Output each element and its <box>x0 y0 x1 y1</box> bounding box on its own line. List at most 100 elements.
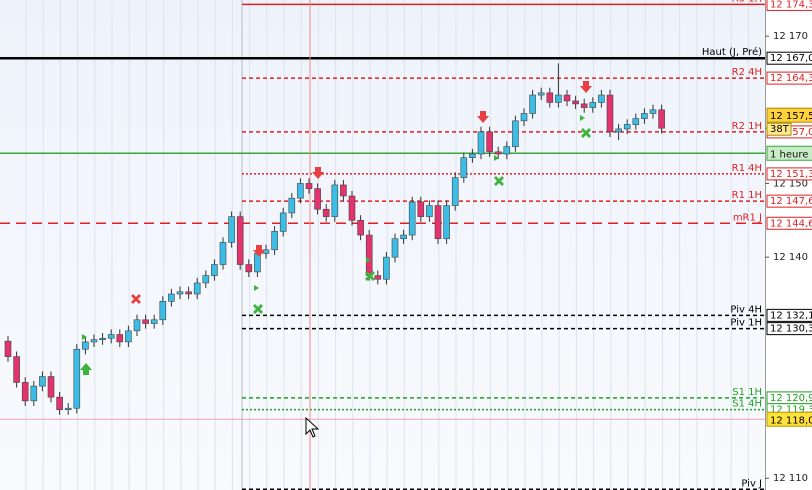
candle-body <box>494 151 502 155</box>
candle-body <box>391 238 399 258</box>
candle-body <box>279 212 287 232</box>
candle-body <box>555 94 562 103</box>
candle-body <box>512 120 519 147</box>
last-price-box <box>766 107 812 123</box>
candle-body <box>340 184 347 197</box>
candle-body <box>598 94 605 103</box>
candle-body <box>176 291 184 295</box>
candle-body <box>13 356 20 383</box>
level-label: Piv 4H <box>730 304 762 315</box>
candle-body <box>314 188 321 210</box>
candle-body <box>90 339 98 343</box>
candle-body <box>288 197 296 214</box>
candle-body <box>322 208 330 217</box>
candle-body <box>623 124 631 130</box>
y-tick-label: 12 170 <box>773 31 808 42</box>
level-value-box <box>766 308 812 322</box>
level-label: R1 4H <box>732 163 762 174</box>
level-label: Piv J <box>741 478 762 489</box>
candle-body <box>297 183 304 199</box>
cross-marker <box>253 304 263 314</box>
level-label: S1 1H <box>732 387 762 398</box>
candle-body <box>305 183 313 189</box>
cross-marker <box>131 294 141 304</box>
candle-body <box>417 201 425 217</box>
level-value: 12 132,1 <box>770 310 812 321</box>
candle-body <box>374 275 382 280</box>
candle-body <box>142 319 149 324</box>
level-label: S1 4H <box>732 399 762 410</box>
candle-body <box>228 216 235 243</box>
level-value: 12 144,6 <box>770 218 812 229</box>
y-tick-label: 12 140 <box>773 252 808 263</box>
tick-count: 38T <box>770 124 790 135</box>
sell-arrow <box>253 245 265 257</box>
y-tick-label: 12 150 <box>773 178 808 189</box>
candle-body <box>589 102 597 108</box>
mouse-cursor <box>305 416 320 438</box>
grid <box>25 0 749 490</box>
level-label: R3 1H <box>732 0 762 4</box>
candle-body <box>383 256 390 280</box>
level-value-box <box>766 194 812 208</box>
level-value: 12 119,3 <box>770 405 812 416</box>
candle-body <box>460 157 468 178</box>
candle-body <box>443 205 450 240</box>
level-value: 12 164,3 <box>770 73 812 84</box>
signal-tri <box>82 334 87 340</box>
level-label: R2 1H <box>732 121 762 132</box>
candle-body <box>400 234 407 240</box>
candle-body <box>503 146 511 155</box>
candle-body <box>615 128 622 133</box>
candle-body <box>477 131 485 155</box>
candle-body <box>563 94 571 102</box>
candle-body <box>150 319 158 324</box>
candle-body <box>537 92 545 96</box>
candle-body <box>641 113 648 119</box>
candle-body <box>64 407 72 410</box>
cross-marker <box>581 128 591 138</box>
level-value-box <box>766 51 812 65</box>
level-value: 12 151,3 <box>770 169 812 180</box>
candle-body <box>520 113 528 122</box>
signal-tri <box>494 155 499 161</box>
candle-body <box>185 291 192 295</box>
level-value-box <box>766 216 812 230</box>
candle-body <box>529 94 536 114</box>
candle-body <box>357 220 364 236</box>
level-label: R1 1H <box>732 190 762 201</box>
y-tick-label: 12 110 <box>773 473 808 484</box>
candle-body <box>193 282 201 295</box>
cross-marker <box>494 176 504 186</box>
plot-background <box>0 0 765 490</box>
last-price: 12 157,5 <box>770 111 812 122</box>
candle-body <box>572 100 579 105</box>
candle-body <box>245 264 253 273</box>
candle-body <box>219 242 227 265</box>
candle-body <box>658 109 665 129</box>
candle-body <box>486 131 493 153</box>
candle-body <box>606 94 614 133</box>
level-value-box <box>766 71 812 85</box>
level-value: 12 130,3 <box>770 324 812 335</box>
candle-body <box>107 334 115 339</box>
candle-body <box>125 330 132 343</box>
level-value: 12 167,0 <box>770 53 812 64</box>
candle-body <box>4 340 12 357</box>
candle-body <box>632 118 640 125</box>
candle-body <box>546 92 554 103</box>
level-label: R2 4H <box>732 67 762 78</box>
level-value: 12 147,6 <box>770 196 812 207</box>
sell-arrow <box>312 167 324 179</box>
candle-body <box>82 341 89 350</box>
candle-body <box>47 376 55 398</box>
timer-label: 1 heure <box>770 149 808 160</box>
candle-body <box>21 382 29 402</box>
candle-body <box>211 264 218 276</box>
candle-body <box>73 348 81 409</box>
sell-arrow <box>580 81 592 93</box>
timer-box <box>766 145 812 161</box>
candle-body <box>408 201 416 236</box>
candle-body <box>202 275 210 284</box>
